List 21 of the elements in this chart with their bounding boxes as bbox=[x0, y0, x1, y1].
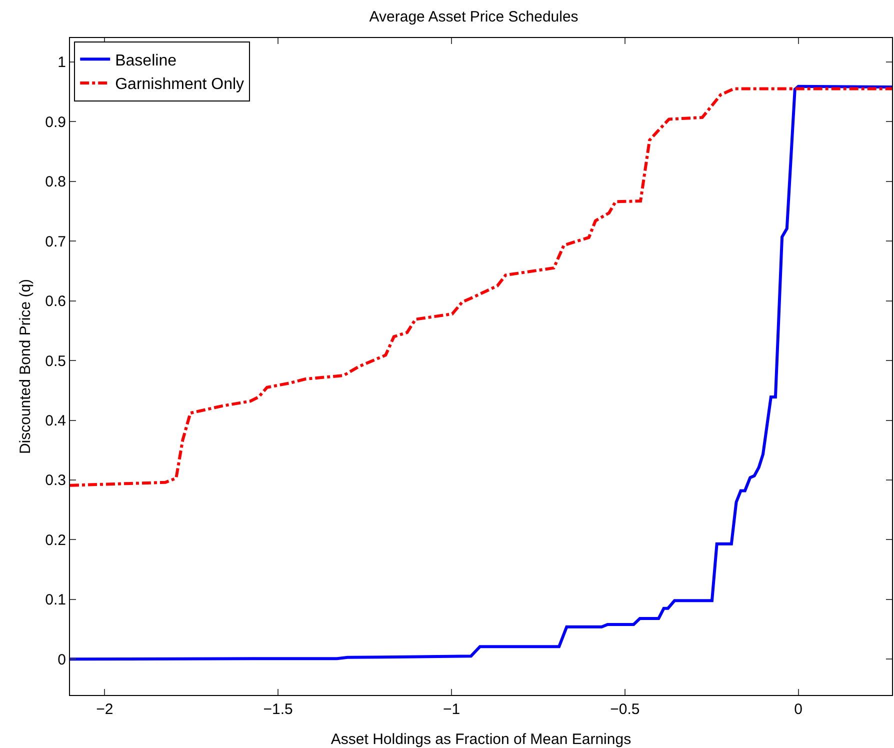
y-tick-label: 0.8 bbox=[45, 174, 66, 191]
y-tick-label: 0.4 bbox=[45, 412, 66, 430]
y-tick-label: 1 bbox=[58, 54, 66, 72]
x-axis-title: Asset Holdings as Fraction of Mean Earnings bbox=[330, 731, 632, 748]
y-tick-label: 0.7 bbox=[45, 233, 66, 250]
x-tick-label: 0 bbox=[794, 701, 803, 718]
x-tick-label: −1 bbox=[442, 701, 460, 718]
x-tick-label: −2 bbox=[96, 701, 114, 718]
y-tick-label: 0 bbox=[58, 651, 66, 668]
chart-title: Average Asset Price Schedules bbox=[369, 8, 578, 26]
y-tick-label: 0.6 bbox=[45, 293, 66, 310]
x-tick-label: −0.5 bbox=[610, 701, 640, 718]
legend-label: Garnishment Only bbox=[115, 76, 244, 94]
y-tick-label: 0.9 bbox=[45, 114, 66, 131]
legend-label: Baseline bbox=[115, 52, 177, 70]
y-tick-label: 0.3 bbox=[45, 472, 66, 490]
y-tick-label: 0.2 bbox=[45, 532, 66, 549]
y-axis-title: Discounted Bond Price (q) bbox=[17, 278, 34, 454]
y-tick-label: 0.1 bbox=[45, 592, 66, 609]
x-tick-label: −1.5 bbox=[263, 701, 293, 718]
y-tick-label: 0.5 bbox=[45, 352, 66, 370]
